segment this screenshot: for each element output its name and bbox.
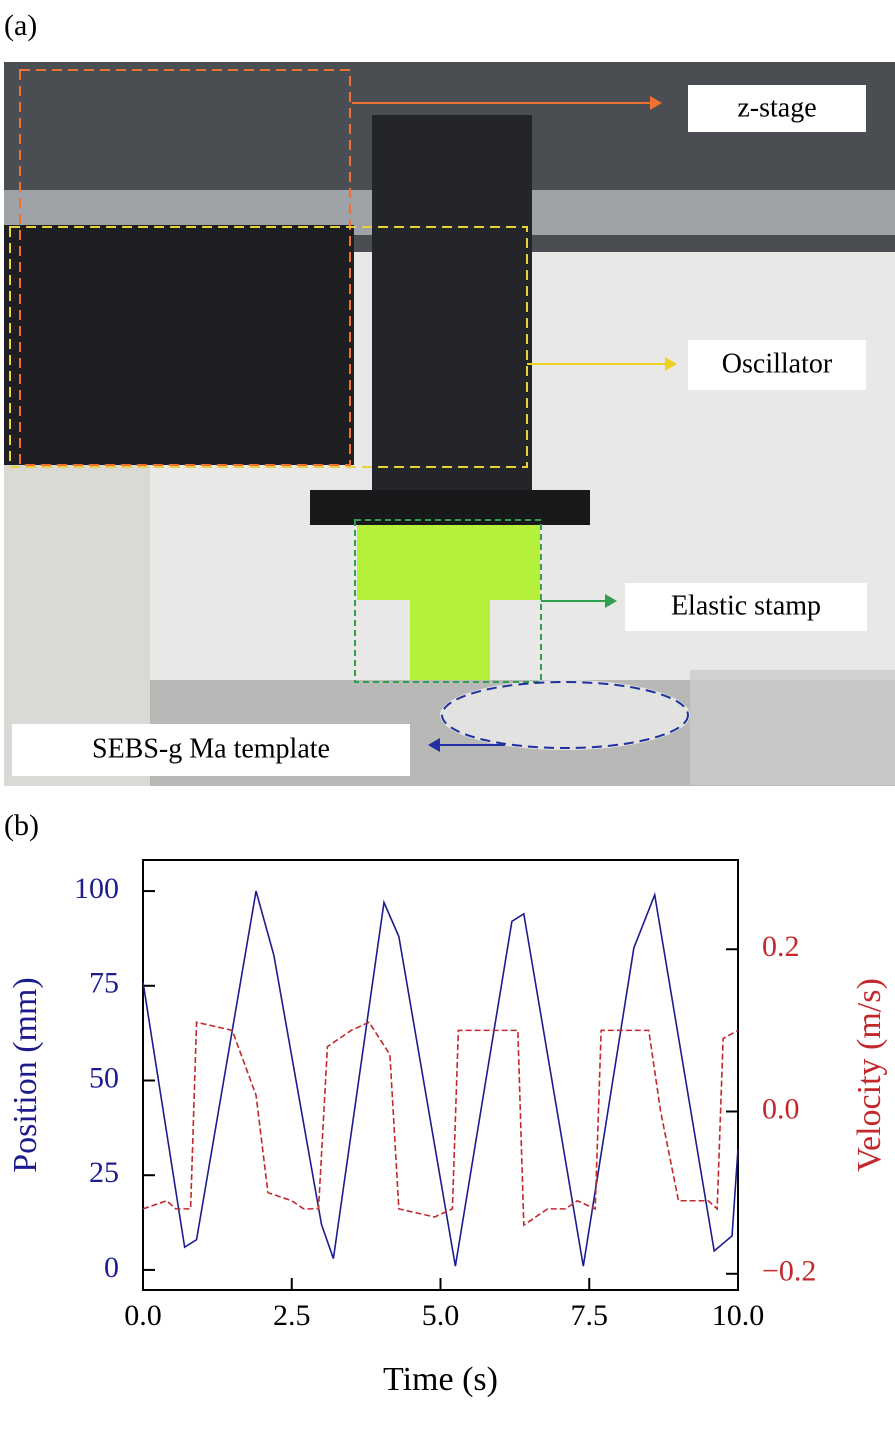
y-tick-label: 100	[74, 872, 119, 905]
x-axis-label: Time (s)	[383, 1361, 498, 1398]
photo	[4, 62, 895, 786]
panel-label: (b)	[4, 809, 39, 842]
y-tick-label: 0	[104, 1251, 119, 1284]
y2-tick-label: −0.2	[762, 1255, 816, 1288]
x-tick-label: 5.0	[422, 1299, 460, 1332]
y-axis-label: Position (mm)	[7, 977, 44, 1173]
y-tick-label: 50	[89, 1061, 119, 1094]
x-tick-label: 7.5	[571, 1299, 609, 1332]
series-line	[142, 890, 739, 1267]
x-tick-label: 2.5	[273, 1299, 311, 1332]
y-tick-label: 75	[89, 967, 119, 1000]
y2-tick-label: 0.0	[762, 1092, 800, 1125]
photo-label: Elastic stamp	[671, 590, 821, 621]
y2-tick-label: 0.2	[762, 930, 800, 963]
y2-axis-label: Velocity (m/s)	[851, 978, 888, 1172]
photo-label: Oscillator	[722, 348, 833, 379]
series-line	[142, 1021, 739, 1227]
plot-frame	[142, 859, 739, 1291]
panel-label: (a)	[4, 9, 37, 42]
x-tick-label: 0.0	[124, 1299, 162, 1332]
y-tick-label: 25	[89, 1156, 119, 1189]
photo-label: z-stage	[737, 92, 816, 123]
photo-label: SEBS-g Ma template	[92, 733, 330, 764]
x-tick-label: 10.0	[712, 1299, 765, 1332]
